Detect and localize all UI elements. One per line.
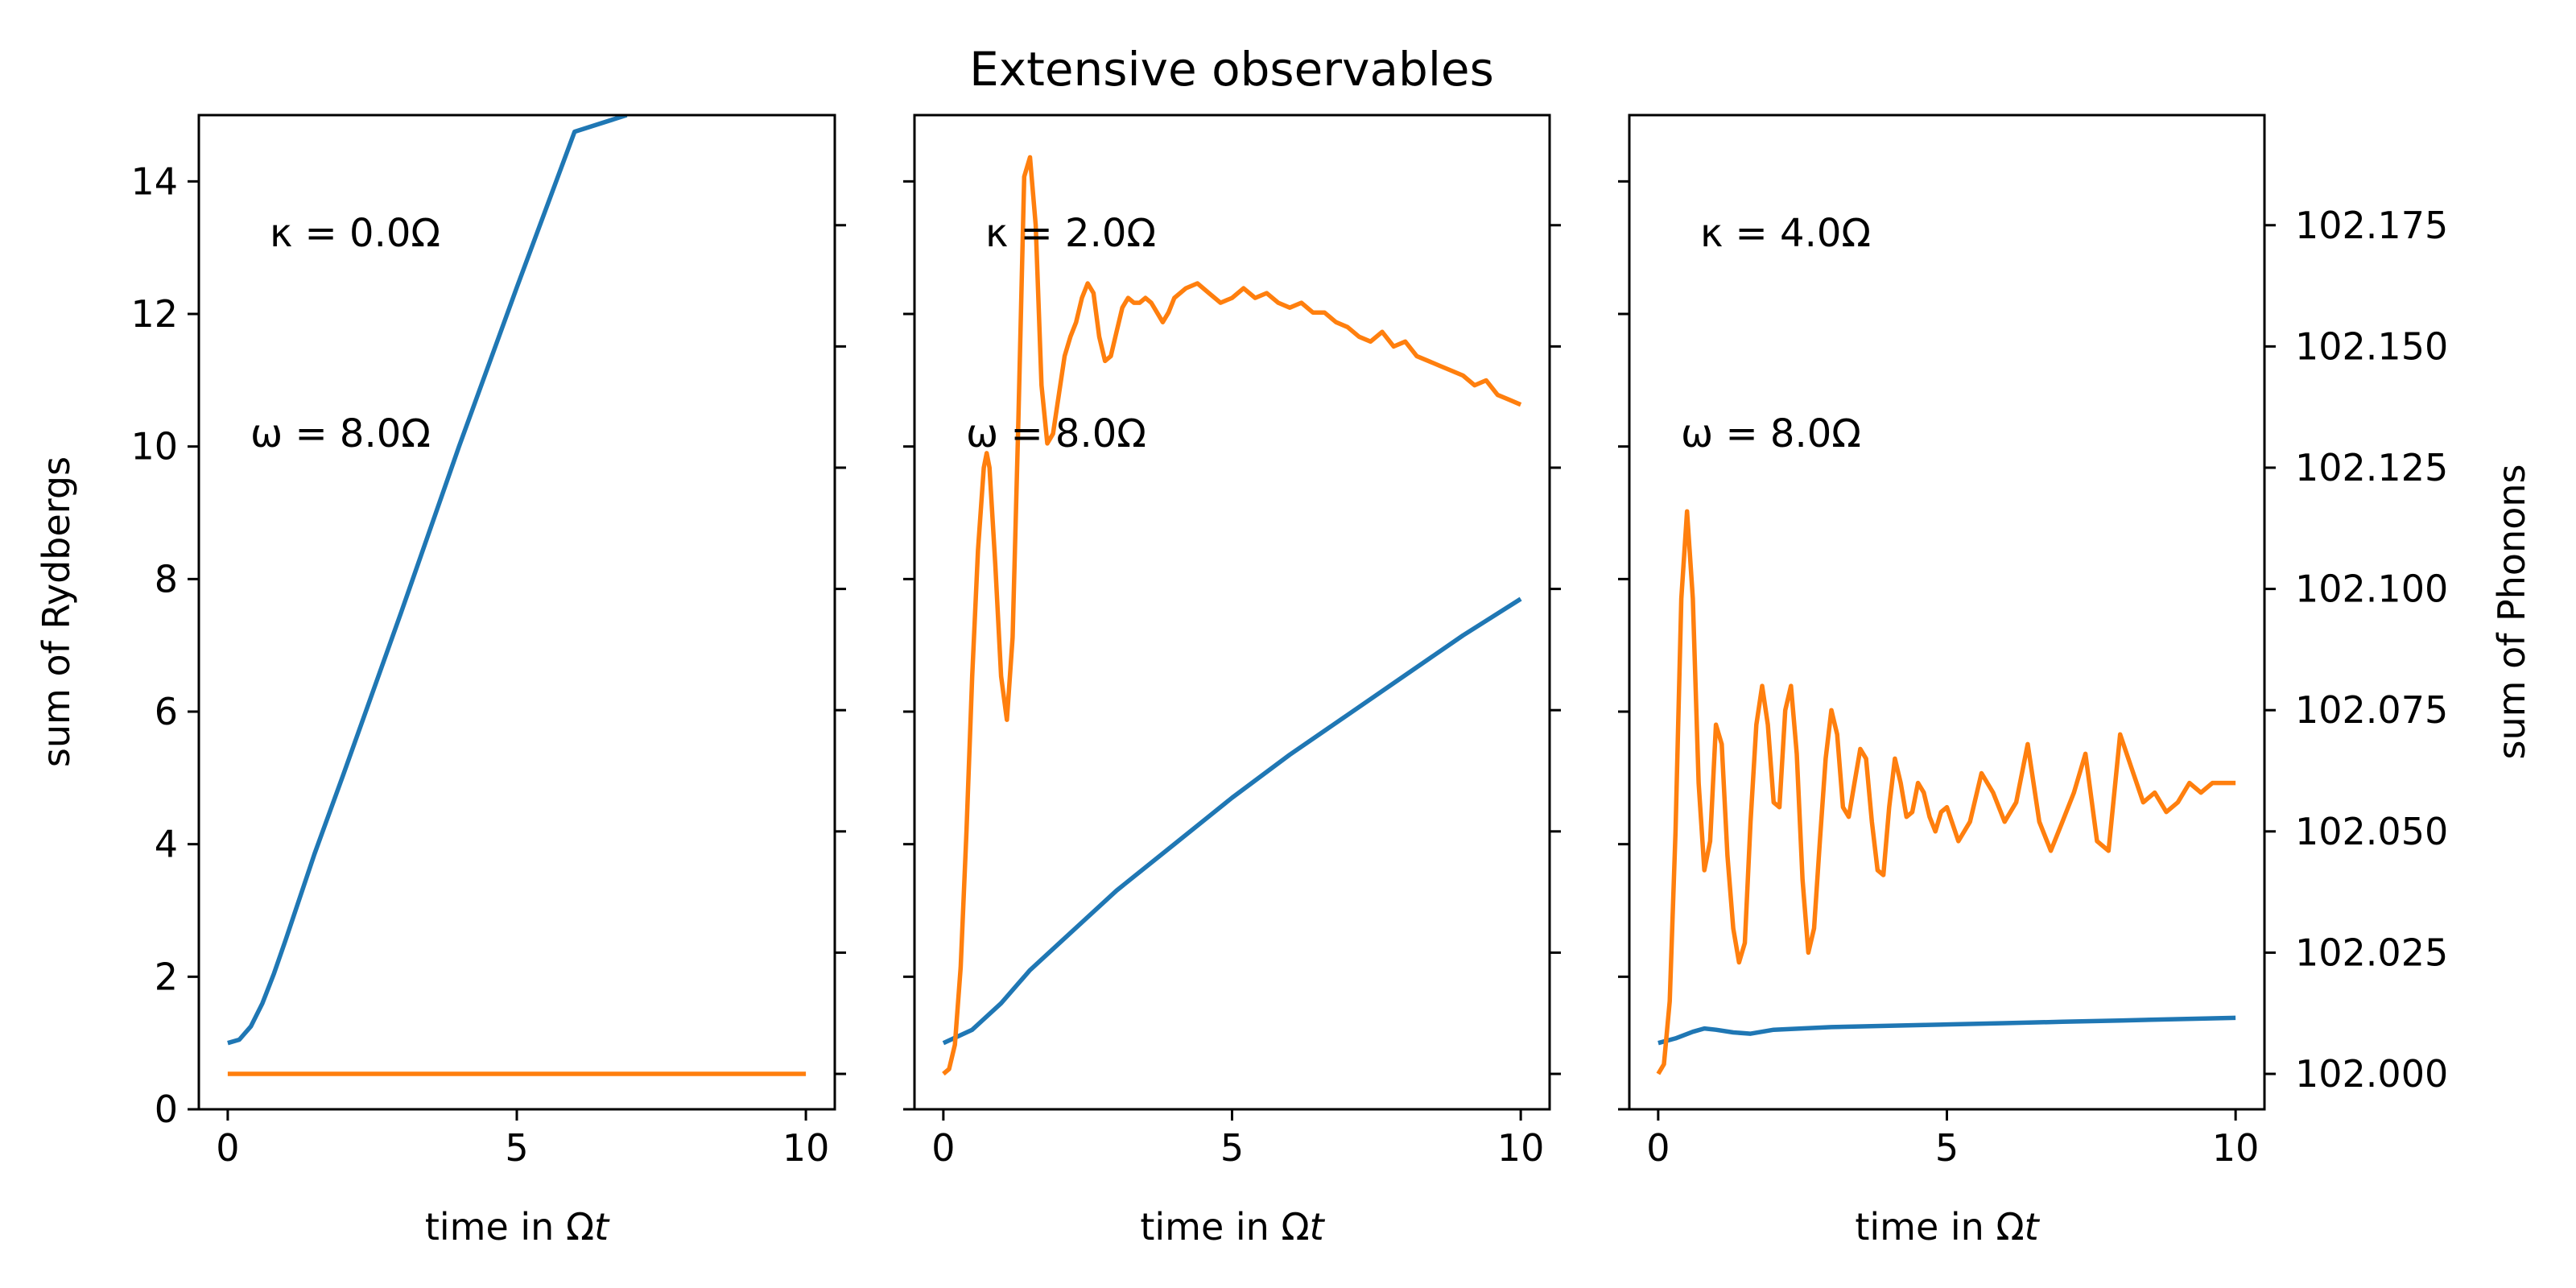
plot-area	[1656, 509, 2236, 1075]
x-tick-label: 5	[1935, 1126, 1959, 1170]
right-y-tick-label: 102.000	[2295, 1052, 2448, 1096]
left-y-tick-label: 10	[130, 425, 178, 469]
right-y-tick-label: 102.075	[2295, 688, 2448, 732]
x-axis-label: time in Ωt	[425, 1205, 610, 1249]
x-tick-label: 5	[505, 1126, 528, 1170]
x-tick-label: 10	[1497, 1126, 1545, 1170]
kappa-annotation: κ = 4.0Ω	[1700, 211, 1871, 256]
plot-area	[227, 115, 807, 1076]
phonons-line	[942, 155, 1522, 1076]
left-y-tick-label: 4	[155, 823, 178, 866]
left-y-tick-label: 14	[130, 159, 178, 203]
rydbergs-line	[942, 597, 1522, 1046]
left-y-tick-label: 12	[130, 292, 178, 336]
kappa-annotation: κ = 0.0Ω	[270, 211, 440, 256]
x-axis-label: time in Ωt	[1855, 1205, 2040, 1249]
phonons-line	[1656, 509, 2236, 1075]
axes-frame	[1628, 114, 2266, 1111]
subplot-2: 0 5 10 time in Ωt κ = 2.0Ω ω = 8.0Ω	[903, 114, 1561, 1249]
x-tick-label: 0	[216, 1126, 239, 1170]
left-y-tick-label: 8	[155, 557, 178, 601]
omega-annotation: ω = 8.0Ω	[966, 411, 1146, 456]
right-y-tick-label: 102.175	[2295, 204, 2448, 247]
left-y-tick-label: 0	[155, 1088, 178, 1131]
left-y-axis-label: sum of Rydbergs	[35, 456, 78, 767]
left-y-tick-label: 2	[155, 955, 178, 998]
chart-title: Extensive observables	[969, 42, 1494, 97]
subplots: 0 5 10 time in Ωt 0 2 4 6 8 10 12 14 κ = 0.0Ω ω = 8.0…	[130, 114, 2448, 1249]
axes-frame	[913, 114, 1551, 1111]
subplot-3: 0 5 10 time in Ωt 102.000 102.025 102.050 102.0…	[1618, 114, 2448, 1249]
right-y-tick-label: 102.125	[2295, 446, 2448, 489]
right-y-axis-label: sum of Phonons	[2490, 464, 2533, 760]
right-y-tick-label: 102.025	[2295, 931, 2448, 974]
kappa-annotation: κ = 2.0Ω	[985, 211, 1156, 256]
left-y-tick-label: 6	[155, 690, 178, 733]
x-tick-label: 0	[1646, 1126, 1670, 1170]
subplot-1: 0 5 10 time in Ωt 0 2 4 6 8 10 12 14 κ = 0.0Ω ω = 8.0…	[130, 114, 846, 1249]
omega-annotation: ω = 8.0Ω	[1681, 411, 1861, 456]
rydbergs-line	[227, 115, 628, 1046]
axes-frame	[197, 114, 836, 1111]
x-tick-label: 5	[1220, 1126, 1244, 1170]
omega-annotation: ω = 8.0Ω	[250, 411, 431, 456]
right-y-tick-label: 102.050	[2295, 810, 2448, 853]
x-tick-label: 0	[931, 1126, 955, 1170]
x-tick-label: 10	[2212, 1126, 2260, 1170]
plot-area	[942, 155, 1522, 1076]
x-tick-label: 10	[782, 1126, 830, 1170]
rydbergs-line	[1657, 1015, 2236, 1046]
right-y-tick-label: 102.100	[2295, 568, 2448, 611]
right-y-tick-label: 102.150	[2295, 324, 2448, 368]
x-axis-label: time in Ωt	[1140, 1205, 1325, 1249]
